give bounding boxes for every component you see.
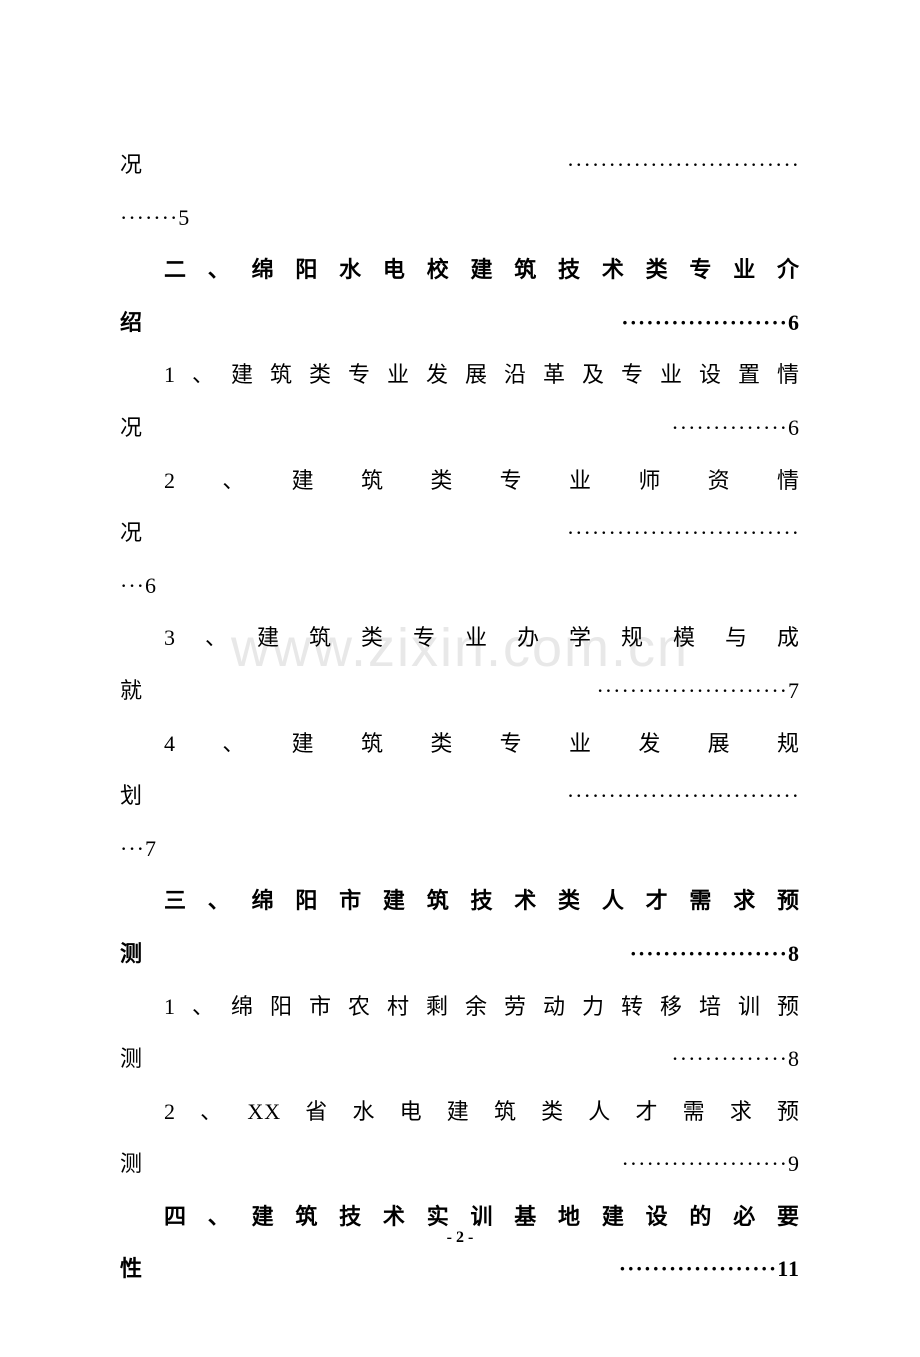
toc-line: 就·······················7 [120, 666, 800, 717]
toc-line: 四、建筑技术实训基地建设的必要 [120, 1192, 800, 1243]
toc-line: 测···················8 [120, 929, 800, 980]
toc-content: 况···································5二、绵… [120, 140, 800, 1295]
toc-line: 性···················11 [120, 1244, 800, 1295]
toc-line: 2、建筑类专业师资情 [120, 456, 800, 507]
toc-line: 况··············6 [120, 403, 800, 454]
toc-line: 测··············8 [120, 1034, 800, 1085]
toc-line: 测····················9 [120, 1139, 800, 1190]
toc-line: 3、建筑类专业办学规模与成 [120, 613, 800, 664]
toc-line: ·······5 [120, 193, 800, 244]
toc-line: 4、建筑类专业发展规 [120, 719, 800, 770]
toc-line: 三、绵阳市建筑技术类人才需求预 [120, 876, 800, 927]
toc-line: ···6 [120, 561, 800, 612]
toc-line: 1、建筑类专业发展沿革及专业设置情 [120, 350, 800, 401]
toc-line: 况···························· [120, 508, 800, 559]
toc-line: 2、XX省水电建筑类人才需求预 [120, 1087, 800, 1138]
toc-line: ···7 [120, 824, 800, 875]
toc-line: 况···························· [120, 140, 800, 191]
toc-line: 绍····················6 [120, 298, 800, 349]
toc-line: 1、绵阳市农村剩余劳动力转移培训预 [120, 982, 800, 1033]
toc-line: 划···························· [120, 771, 800, 822]
toc-line: 二、绵阳水电校建筑技术类专业介 [120, 245, 800, 296]
